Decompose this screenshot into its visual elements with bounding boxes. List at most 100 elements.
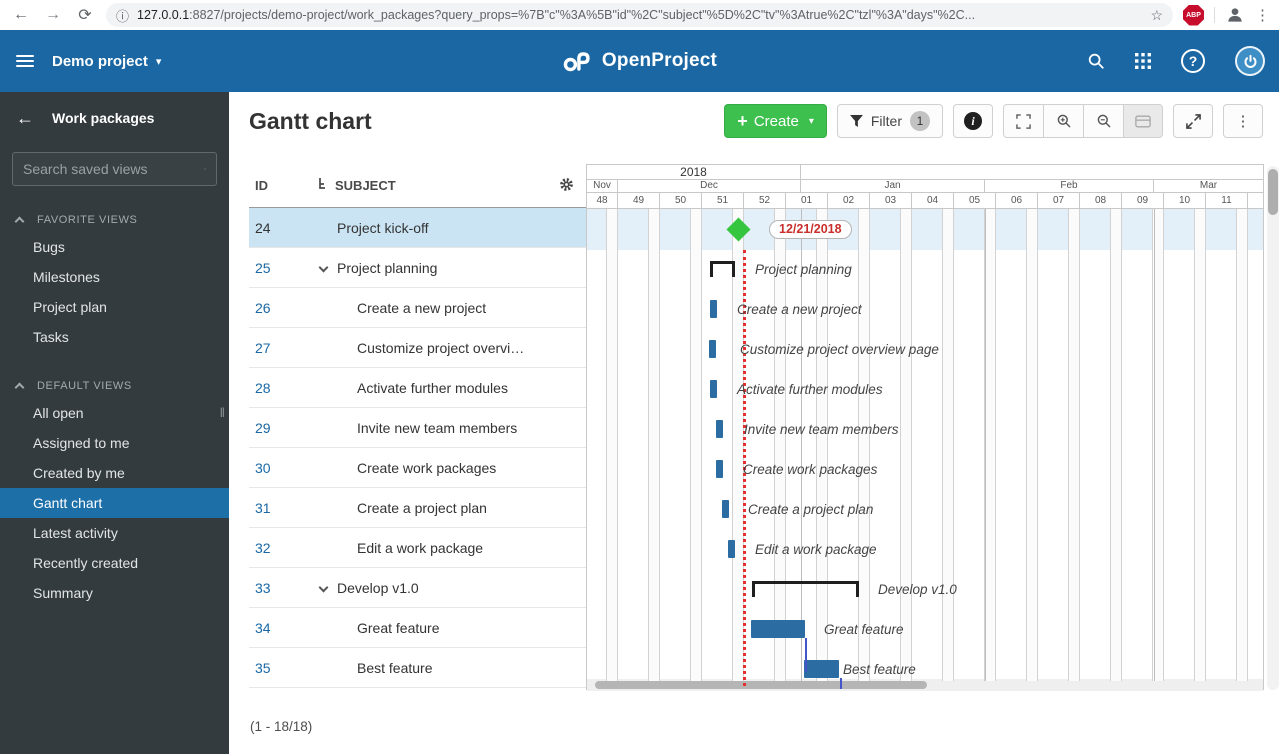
saved-views-search-input[interactable] <box>23 161 204 177</box>
wp-subject[interactable]: Project planning <box>337 260 438 276</box>
gantt-bar-edit-a-work-package[interactable] <box>728 540 735 558</box>
wp-subject[interactable]: Great feature <box>357 620 440 636</box>
table-row-wp-32[interactable]: 32 Edit a work package <box>249 528 586 568</box>
zoom-in-button[interactable] <box>1043 104 1083 138</box>
help-icon[interactable]: ? <box>1181 49 1205 73</box>
create-button[interactable]: + Create ▾ <box>724 104 827 138</box>
wp-id-link[interactable]: 33 <box>255 580 271 596</box>
back-arrow-icon[interactable]: ← <box>16 107 34 128</box>
user-avatar-power-icon[interactable] <box>1235 46 1265 76</box>
sidebar-item-recently-created[interactable]: Recently created <box>33 555 139 571</box>
table-settings-gear-icon[interactable] <box>559 177 574 197</box>
gantt-bar-best-feature[interactable] <box>804 660 839 678</box>
table-row-wp-33[interactable]: 33 Develop v1.0 <box>249 568 586 608</box>
wp-subject[interactable]: Create a new project <box>357 300 487 316</box>
sidebar-item-summary[interactable]: Summary <box>33 585 93 601</box>
table-row-wp-27[interactable]: 27 Customize project overvi… <box>249 328 586 368</box>
section-header-favorite-views[interactable]: FAVORITE VIEWS <box>0 208 229 232</box>
browser-back-icon[interactable]: ← <box>13 6 29 23</box>
column-header-id[interactable]: ID <box>255 178 268 193</box>
wp-subject[interactable]: Develop v1.0 <box>337 580 419 596</box>
wp-subject[interactable]: Activate further modules <box>357 380 508 396</box>
info-button[interactable]: i <box>953 104 993 138</box>
sidebar-resize-handle[interactable]: ‖ <box>219 405 226 420</box>
adblock-extension-icon[interactable]: ABP <box>1183 4 1204 26</box>
project-name[interactable]: Demo project <box>52 52 148 70</box>
table-row-wp-30[interactable]: 30 Create work packages <box>249 448 586 488</box>
zoom-autofit-button[interactable] <box>1003 104 1043 138</box>
sidebar-item-assigned-to-me[interactable]: Assigned to me <box>33 435 130 451</box>
sidebar-item-created-by-me[interactable]: Created by me <box>33 465 125 481</box>
wp-id-link[interactable]: 25 <box>255 260 271 276</box>
wp-id-link[interactable]: 27 <box>255 340 271 356</box>
gantt-bar-great-feature[interactable] <box>751 620 805 638</box>
wp-subject[interactable]: Best feature <box>357 660 433 676</box>
vertical-scrollbar-thumb[interactable] <box>1268 169 1278 215</box>
gantt-chart-body[interactable]: 12/21/2018 Project planning Create a new p… <box>587 209 1263 691</box>
milestone-date-label[interactable]: 12/21/2018 <box>769 220 852 239</box>
table-row-wp-24[interactable]: 24 Project kick-off <box>249 208 586 248</box>
gantt-bar-invite-new-team-members[interactable] <box>716 420 723 438</box>
table-row-wp-35[interactable]: 35 Best feature <box>249 648 586 688</box>
timeline-horizontal-scrollbar[interactable] <box>587 679 1263 691</box>
table-row-wp-29[interactable]: 29 Invite new team members <box>249 408 586 448</box>
wp-id-link[interactable]: 30 <box>255 460 271 476</box>
table-row-wp-28[interactable]: 28 Activate further modules <box>249 368 586 408</box>
page-info-icon[interactable]: ⓘ <box>116 8 130 24</box>
wp-id-link[interactable]: 35 <box>255 660 271 676</box>
create-dropdown-caret-icon[interactable]: ▾ <box>808 115 814 127</box>
phase-bracket-develop-v1-0[interactable] <box>752 581 859 597</box>
wp-subject[interactable]: Project kick-off <box>337 220 429 236</box>
hamburger-menu-icon[interactable] <box>16 52 34 70</box>
table-row-wp-25[interactable]: 25 Project planning <box>249 248 586 288</box>
openproject-logo[interactable]: OpenProject <box>562 50 717 72</box>
gantt-bar-customize-project-overview-page[interactable] <box>709 340 716 358</box>
wp-subject[interactable]: Create work packages <box>357 460 497 476</box>
hierarchy-collapse-icon[interactable] <box>318 582 329 593</box>
wp-subject[interactable]: Invite new team members <box>357 420 518 436</box>
browser-menu-icon[interactable]: ⋮ <box>1255 7 1270 24</box>
sidebar-item-gantt-chart[interactable]: Gantt chart <box>0 488 229 518</box>
section-header-default-views[interactable]: DEFAULT VIEWS <box>0 374 229 398</box>
wp-id-link[interactable]: 29 <box>255 420 271 436</box>
browser-reload-icon[interactable]: ⟳ <box>78 7 92 24</box>
wp-id-link[interactable]: 32 <box>255 540 271 556</box>
sidebar-item-tasks[interactable]: Tasks <box>33 329 69 345</box>
wp-id-link[interactable]: 24 <box>255 220 271 236</box>
filter-button[interactable]: Filter 1 <box>836 104 943 138</box>
phase-bracket-project-planning[interactable] <box>710 261 735 277</box>
sidebar-item-milestones[interactable]: Milestones <box>33 269 100 285</box>
column-header-subject[interactable]: SUBJECT <box>335 178 396 193</box>
hierarchy-collapse-icon[interactable] <box>318 262 329 273</box>
wp-id-link[interactable]: 34 <box>255 620 271 636</box>
gantt-bar-activate-further-modules[interactable] <box>710 380 717 398</box>
sidebar-item-all-open[interactable]: All open <box>33 405 84 421</box>
browser-profile-icon[interactable] <box>1225 5 1245 25</box>
url-text[interactable]: 127.0.0.1:8827/projects/demo-project/wor… <box>137 8 976 22</box>
project-dropdown-caret-icon[interactable]: ▾ <box>155 55 162 68</box>
sidebar-item-bugs[interactable]: Bugs <box>33 239 65 255</box>
saved-views-search[interactable] <box>12 152 217 186</box>
browser-forward-icon[interactable]: → <box>45 6 61 23</box>
gantt-bar-create-a-new-project[interactable] <box>710 300 717 318</box>
wp-subject[interactable]: Create a project plan <box>357 500 487 516</box>
horizontal-scrollbar-thumb[interactable] <box>595 681 927 689</box>
browser-url-bar[interactable]: ⓘ 127.0.0.1:8827/projects/demo-project/w… <box>106 3 1173 27</box>
zoom-out-button[interactable] <box>1083 104 1123 138</box>
sidebar-item-project-plan[interactable]: Project plan <box>33 299 107 315</box>
sidebar-item-latest-activity[interactable]: Latest activity <box>33 525 118 541</box>
fullscreen-button[interactable] <box>1173 104 1213 138</box>
wp-id-link[interactable]: 31 <box>255 500 271 516</box>
table-row-wp-31[interactable]: 31 Create a project plan <box>249 488 586 528</box>
table-row-wp-26[interactable]: 26 Create a new project <box>249 288 586 328</box>
gantt-bar-create-a-project-plan[interactable] <box>722 500 729 518</box>
table-row-wp-34[interactable]: 34 Great feature <box>249 608 586 648</box>
wp-subject[interactable]: Edit a work package <box>357 540 484 556</box>
global-search-icon[interactable] <box>1087 52 1105 70</box>
gantt-bar-create-work-packages[interactable] <box>716 460 723 478</box>
hierarchy-mode-icon[interactable] <box>317 177 330 197</box>
wp-subject[interactable]: Customize project overvi… <box>357 340 525 356</box>
modules-grid-icon[interactable] <box>1135 53 1151 69</box>
settings-menu-button[interactable]: ⋮ <box>1223 104 1263 138</box>
wp-id-link[interactable]: 26 <box>255 300 271 316</box>
